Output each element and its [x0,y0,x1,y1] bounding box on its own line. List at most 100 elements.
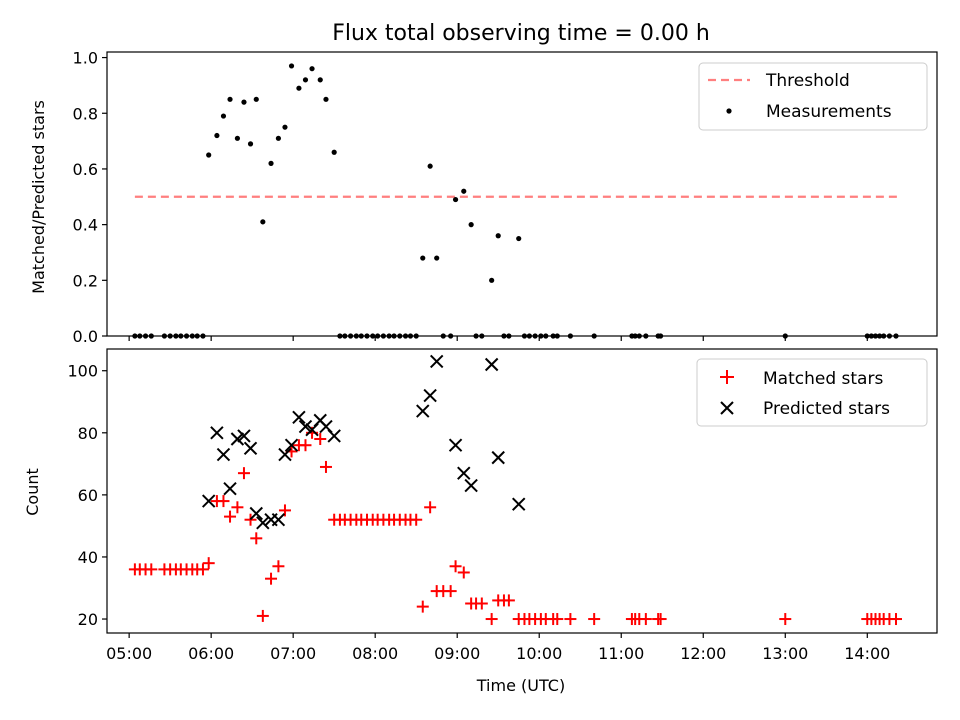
measurements-point [331,149,337,155]
measurements-point [420,255,426,261]
measurements-point [247,141,254,147]
predicted-stars-point [457,466,471,480]
matched-stars-point [202,557,215,570]
matched-stars-point [485,613,498,626]
count-y-tick-label: 100 [67,362,98,381]
matched-stars-point [231,501,244,514]
matched-stars-point [145,563,158,576]
predicted-stars-point [278,447,292,462]
measurements-point [495,233,501,239]
predicted-stars-point [292,410,306,424]
predicted-stars-point [429,354,444,369]
count-x-tick-label: 11:00 [598,644,644,663]
count-x-tick-label: 14:00 [844,644,890,663]
matched-stars-legend-label: Matched stars [763,369,883,389]
matched-stars-point [457,566,470,579]
count-legend: Matched stars Predicted stars [696,358,928,427]
matched-stars-point [250,532,263,545]
count-ticks: 20 40 60 80 100 05:00 06:00 07:00 08:00 09:00 10:0… [67,362,890,663]
matched-stars-point [237,467,250,480]
count-x-tick-label: 07:00 [270,644,316,663]
measurements-point [489,277,495,283]
measurements-point [296,85,302,91]
measurements-point [227,96,233,102]
measurements-point [302,77,309,83]
measurements-legend-marker [726,108,732,114]
predicted-stars-legend-label: Predicted stars [763,399,890,419]
predicted-stars-point [223,481,237,496]
ratio-y-tick-label: 0.4 [73,216,98,235]
predicted-stars-point [464,478,478,493]
measurements-point [323,96,329,102]
measurements-point [234,135,241,141]
measurements-point [434,255,440,261]
measurements-point [427,163,433,169]
threshold-legend-label: Threshold [765,71,850,91]
matched-stars-legend-marker [720,370,734,384]
matched-stars-point [475,597,488,610]
measurements-point [253,96,259,102]
ratio-axes: Flux total observing time = 0.00 h Match… [29,21,938,346]
matched-stars-point [272,560,285,573]
matched-stars-point [444,585,457,598]
predicted-stars-point [237,429,251,443]
matched-stars-point [779,613,792,626]
count-x-tick-label: 09:00 [434,644,480,663]
measurements-point [468,222,474,228]
measurements-point [461,188,467,194]
matched-stars-point [224,510,237,523]
ratio-y-tick-label: 0.6 [73,160,98,179]
predicted-stars-point [484,357,499,372]
ratio-y-axis-label: Matched/Predicted stars [29,100,48,294]
predicted-stars-point [216,447,231,462]
count-y-tick-label: 40 [78,548,98,567]
ratio-y-tick-label: 0.2 [73,271,98,290]
measurements-point [214,132,220,139]
matched-stars-point [265,572,278,585]
predicted-stars-point [512,497,526,511]
predicted-stars-point [284,438,299,452]
measurements-point [282,124,288,130]
predicted-stars-point [256,516,270,530]
ratio-legend: Threshold Measurements [698,62,928,131]
count-y-tick-label: 80 [78,424,98,443]
count-x-tick-label: 05:00 [106,644,152,663]
predicted-stars-legend-marker [720,401,734,415]
matched-stars-point [256,609,269,622]
matched-stars-point [449,560,462,573]
count-y-tick-label: 60 [78,486,98,505]
matched-stars-point [319,460,332,473]
ratio-y-tick-label: 0.0 [73,327,98,346]
predicted-stars-point [491,450,505,465]
ratio-legend-box [698,62,928,131]
predicted-stars-point [243,441,258,456]
matched-stars-point [217,495,230,508]
ratio-ticks: 0.0 0.2 0.4 0.6 0.8 1.0 [73,49,868,346]
matched-stars-point [564,613,577,626]
measurements-point [309,66,315,72]
predicted-stars-point [210,426,224,440]
predicted-stars-point [271,513,286,527]
matched-stars-point [410,513,423,526]
predicted-stars-point [298,419,313,434]
matched-stars-point [196,563,209,576]
predicted-stars-point [423,388,437,403]
predicted-stars-point [249,506,263,521]
ratio-y-tick-label: 0.8 [73,104,98,123]
predicted-stars-point [448,438,463,452]
matched-stars-point [299,439,312,452]
count-x-tick-label: 13:00 [762,644,808,663]
matched-stars-point [551,613,564,626]
matched-stars-point [502,594,515,607]
x-axis-label: Time (UTC) [476,676,565,695]
measurements-point [516,235,522,242]
measurements-point [241,99,247,105]
matched-stars-point [314,433,327,446]
count-x-tick-label: 08:00 [352,644,398,663]
count-axes: Count Time (UTC) 20 40 60 80 100 05:00 06:00 07… [23,348,938,695]
count-y-axis-label: Count [23,468,42,516]
count-x-tick-label: 12:00 [680,644,726,663]
count-y-tick-label: 20 [78,610,98,629]
ratio-axes-frame [106,51,938,337]
